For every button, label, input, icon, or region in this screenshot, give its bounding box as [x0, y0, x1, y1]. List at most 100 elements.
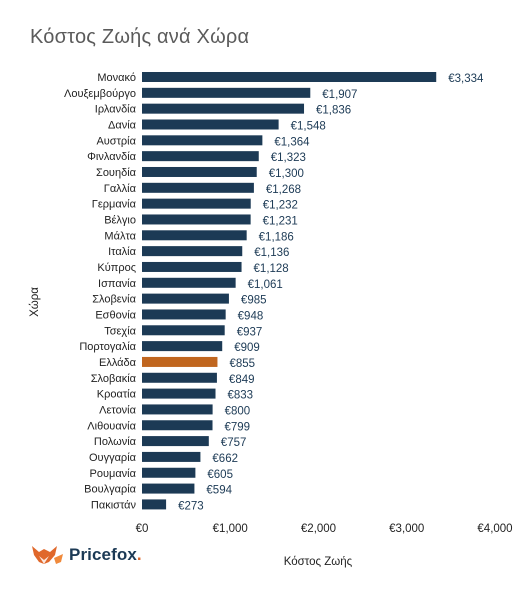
bar [142, 404, 213, 415]
data-label: €1,836 [316, 105, 351, 117]
data-label: €799 [225, 421, 251, 433]
bar [142, 467, 196, 478]
data-label: €1,300 [269, 168, 304, 180]
data-label: €273 [178, 500, 204, 512]
bar [142, 119, 279, 130]
bar [142, 420, 213, 431]
category-label: Σλοβενία [92, 294, 136, 306]
category-label: Ελλάδα [99, 357, 137, 369]
y-axis-title: Χώρα [29, 287, 41, 317]
x-tick-label: €2,000 [301, 523, 336, 535]
data-label: €833 [228, 390, 254, 402]
bar [142, 436, 209, 447]
fox-icon [32, 546, 63, 564]
bar [142, 499, 167, 510]
bar [142, 166, 257, 177]
category-label: Μονακό [97, 72, 136, 84]
bar [142, 246, 243, 257]
data-label: €1,907 [322, 89, 357, 101]
data-label: €594 [206, 485, 232, 497]
x-tick-label: €0 [136, 523, 149, 535]
x-tick-label: €1,000 [213, 523, 248, 535]
data-label: €800 [225, 405, 251, 417]
category-label: Ιταλία [108, 246, 137, 258]
data-label: €662 [212, 453, 238, 465]
category-label: Αυστρία [96, 135, 136, 147]
category-label: Τσεχία [104, 325, 136, 337]
category-label: Λιθουανία [87, 420, 136, 432]
category-label: Ισπανία [98, 278, 137, 290]
category-label: Μάλτα [104, 230, 136, 242]
category-label: Κροατία [97, 389, 137, 401]
category-label: Πακιστάν [91, 499, 137, 511]
data-label: €1,268 [266, 184, 301, 196]
data-label: €849 [229, 374, 255, 386]
bar [142, 198, 251, 209]
category-label: Σουηδία [96, 167, 137, 179]
data-label: €1,548 [291, 120, 326, 132]
bar [142, 293, 229, 304]
category-label: Εσθονία [95, 309, 136, 321]
category-label: Ρουμανία [90, 468, 137, 480]
data-label: €1,364 [274, 136, 310, 148]
data-label: €757 [221, 437, 247, 449]
category-label: Πορτογαλία [79, 341, 136, 353]
chart-title: Κόστος Ζωής ανά Χώρα [30, 26, 250, 48]
category-label: Λετονία [99, 404, 137, 416]
bar [142, 356, 218, 367]
category-label: Φινλανδία [87, 151, 136, 163]
x-axis-ticks: €0 €1,000 €2,000 €3,000 €4,000 [136, 523, 513, 535]
data-label: €985 [241, 295, 267, 307]
bar [142, 103, 305, 114]
category-label: Ουγγαρία [89, 452, 137, 464]
bar [142, 230, 247, 241]
data-label: €1,061 [248, 279, 283, 291]
category-label: Πολωνία [94, 436, 137, 448]
category-label: Δανία [108, 119, 137, 131]
bar [142, 341, 223, 352]
category-label: Γαλλία [104, 183, 137, 195]
bar [142, 372, 217, 383]
category-label: Κύπρος [97, 262, 136, 274]
data-label: €1,186 [259, 231, 294, 243]
bar [142, 135, 263, 146]
bar [142, 277, 236, 288]
category-label: Σλοβακία [91, 373, 137, 385]
data-label: €605 [207, 469, 233, 481]
data-label: €1,136 [254, 247, 289, 259]
bar [142, 151, 259, 162]
category-label: Βέλγιο [104, 214, 136, 226]
data-label: €1,231 [263, 215, 298, 227]
category-label: Ιρλανδία [95, 104, 137, 116]
data-label: €909 [234, 342, 260, 354]
data-label: €948 [238, 310, 264, 322]
bar [142, 182, 254, 193]
data-label: €1,232 [263, 200, 298, 212]
pricefox-logo: Pricefox. [30, 543, 142, 567]
data-label: €937 [237, 326, 263, 338]
bars-layer: Μονακό €3,334 Λουξεμβούργο €1,907 Ιρλανδία €1… [64, 72, 484, 512]
x-tick-label: €3,000 [389, 523, 424, 535]
logo-dot: . [136, 545, 142, 564]
logo-wordmark: Pricefox [69, 545, 137, 564]
bar [142, 309, 226, 320]
bar [142, 325, 225, 336]
category-label: Λουξεμβούργο [64, 88, 136, 100]
x-axis-title: Κόστος Ζωής [284, 556, 353, 568]
category-label: Βουλγαρία [84, 484, 137, 496]
data-label: €855 [229, 358, 255, 370]
bar [142, 483, 195, 494]
x-tick-label: €4,000 [477, 523, 512, 535]
data-label: €1,323 [271, 152, 306, 164]
data-label: €1,128 [254, 263, 289, 275]
data-label: €3,334 [448, 73, 484, 85]
bar [142, 214, 251, 225]
logo-text: Pricefox. [69, 545, 142, 565]
bar [142, 87, 311, 98]
category-label: Γερμανία [92, 199, 137, 211]
bar [142, 261, 242, 272]
bar [142, 72, 437, 82]
bar [142, 388, 216, 399]
bar [142, 451, 201, 462]
